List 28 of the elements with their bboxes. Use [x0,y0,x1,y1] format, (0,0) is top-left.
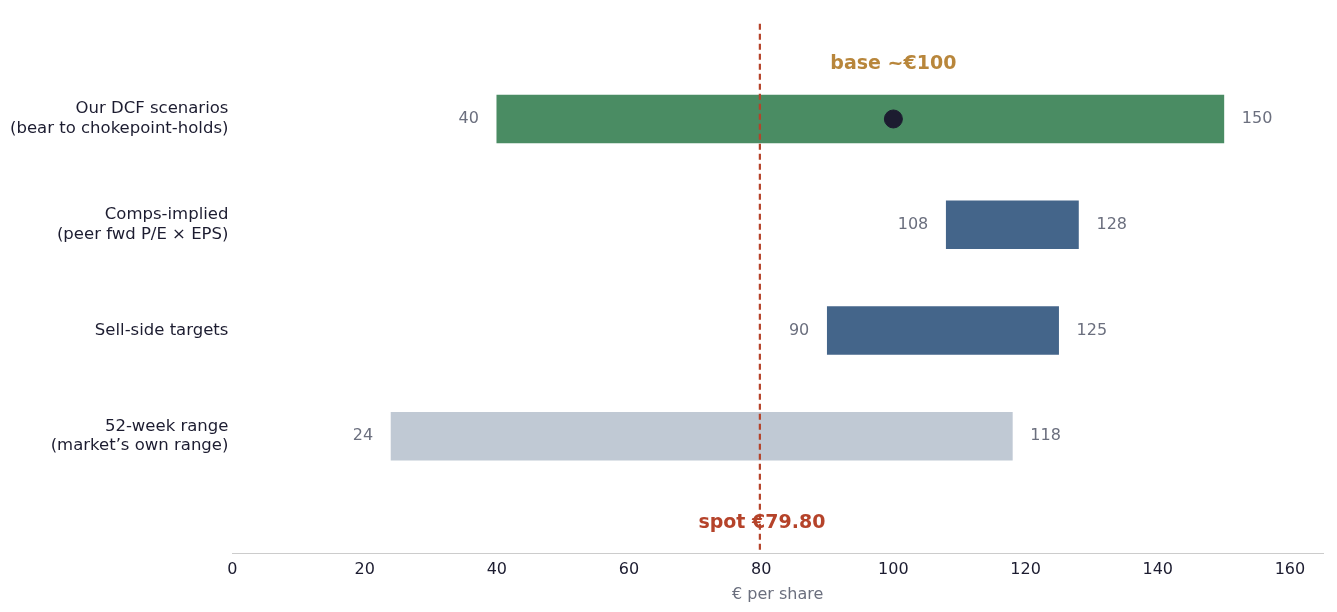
x-tick-label: 100 [878,559,909,579]
bar [826,306,1059,355]
x-tick-label: 160 [1274,559,1306,579]
x-tick-label: 40 [486,559,507,579]
bar [945,200,1079,250]
x-tick-label: 80 [751,559,772,579]
annotation: 90 [788,319,810,339]
x-tick-label: 60 [618,559,640,579]
x-tick-label: 0 [227,559,238,579]
data-label: 150 [1241,108,1273,128]
annotation: 108 [897,213,929,233]
x-tick-label: 140 [1142,559,1174,579]
data-label: 128 [1096,213,1127,233]
annotation: 40 [458,108,479,128]
annotation: base ~€100 [830,50,957,73]
x-tick-label: 20 [354,559,375,579]
y-tick-label: Our DCF scenarios (bear to chokepoint-holds) [9,98,229,138]
data-label: 118 [1030,425,1061,445]
x-tick-label: 120 [1010,559,1041,579]
ref-line-label: spot €79.80 [698,509,826,532]
y-tick-label: Comps-implied (peer fwd P/E × EPS) [56,204,229,243]
bar [390,411,1013,461]
y-tick-label: 52-week range (market’s own range) [50,415,229,455]
x-axis-title: € per share [732,583,824,603]
data-label: 125 [1076,319,1108,339]
y-tick-label: Sell-side targets [94,319,229,339]
bar [496,94,1225,144]
annotation: 24 [352,425,374,445]
